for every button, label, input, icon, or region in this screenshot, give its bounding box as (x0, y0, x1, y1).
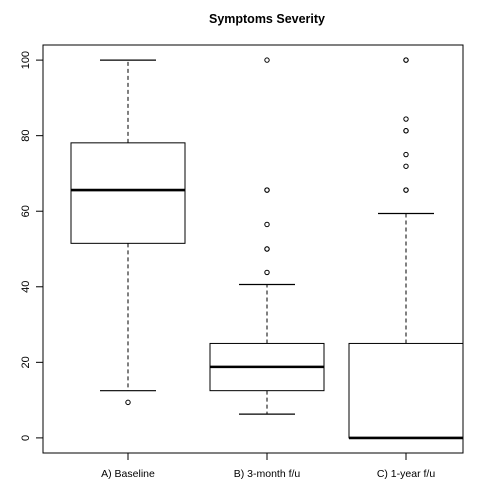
x-tick-label: C) 1-year f/u (377, 468, 436, 480)
outlier-point (264, 221, 270, 228)
x-axis: A) Baseline B) 3-month f/u C) 1-year f/u (101, 453, 435, 480)
y-tick-label: 80 (20, 130, 32, 142)
y-tick-label: 40 (20, 281, 32, 293)
chart-title: Symptoms Severity (209, 12, 325, 26)
outlier-point (125, 399, 131, 406)
outlier-point (403, 128, 409, 134)
box-group (209, 57, 325, 415)
box-group (70, 59, 186, 406)
y-tick-label: 0 (20, 435, 32, 441)
outlier-point (264, 269, 270, 276)
x-tick-label: B) 3-month f/u (234, 468, 301, 480)
outlier-point (264, 246, 270, 252)
y-tick-label: 60 (20, 205, 32, 217)
y-tick-label: 20 (20, 356, 32, 368)
outlier-point (403, 116, 409, 122)
outlier-point (403, 187, 409, 193)
y-tick-label: 100 (20, 51, 32, 69)
x-tick-label: A) Baseline (101, 468, 155, 480)
box-group (348, 57, 464, 440)
plot-frame (42, 44, 464, 454)
outlier-point (403, 151, 409, 158)
boxes (70, 57, 464, 440)
outlier-point (403, 57, 409, 63)
outlier-point (264, 187, 270, 193)
iqr-box (348, 342, 464, 439)
outlier-point (264, 57, 270, 63)
y-axis: 0 20 40 60 80 100 (20, 51, 43, 441)
outlier-point (403, 163, 409, 169)
iqr-box (70, 142, 186, 244)
